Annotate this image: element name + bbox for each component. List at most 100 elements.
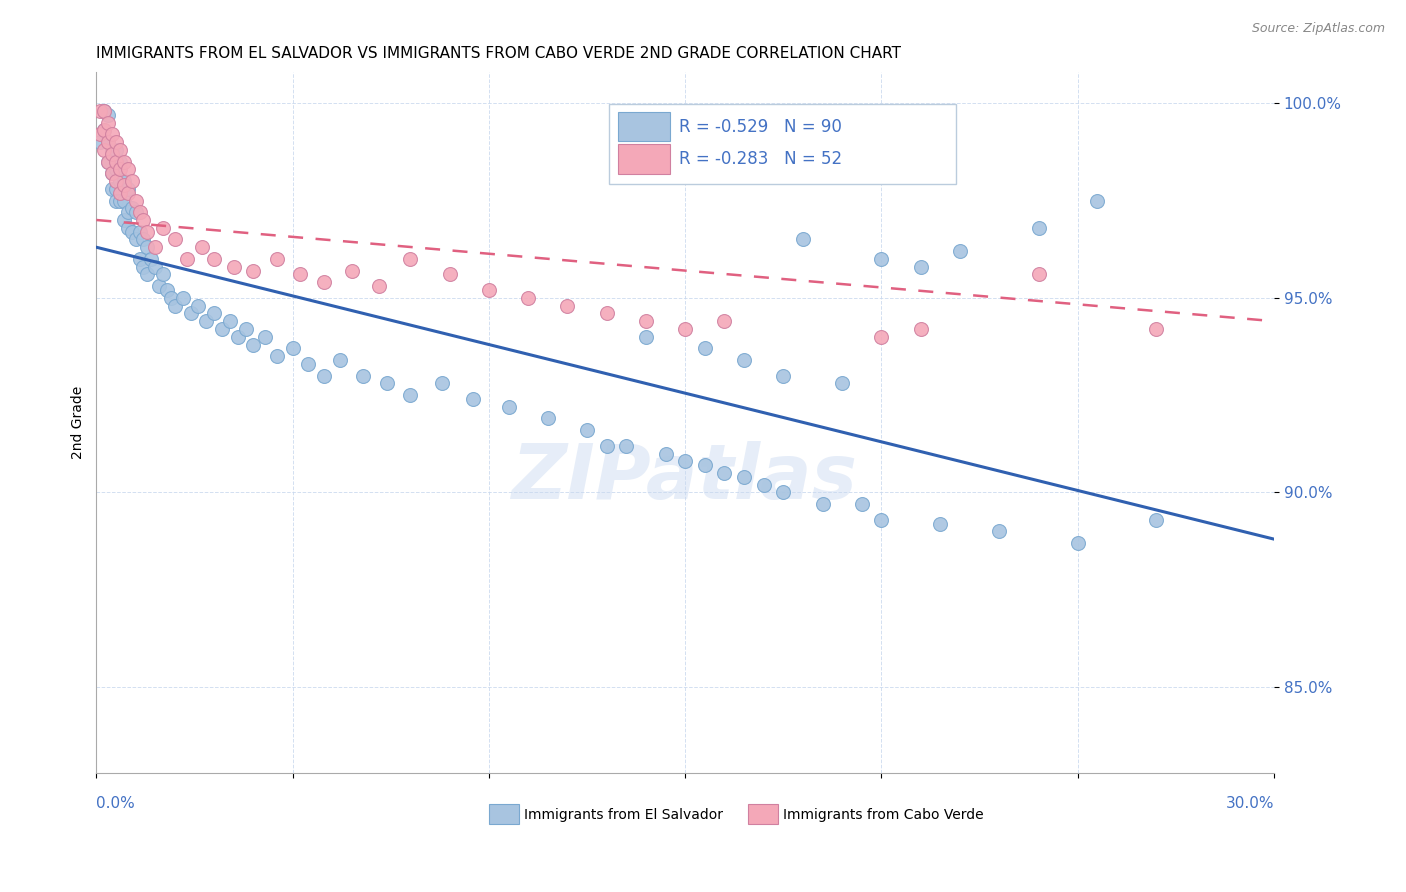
- Point: [792, 232, 814, 246]
- Point: [101, 143, 124, 157]
- Point: [831, 376, 853, 391]
- Point: [988, 524, 1011, 539]
- Point: [242, 337, 264, 351]
- Point: [713, 314, 735, 328]
- Text: R = -0.529   N = 90: R = -0.529 N = 90: [679, 118, 842, 136]
- Point: [634, 314, 657, 328]
- Point: [218, 314, 240, 328]
- Point: [312, 275, 335, 289]
- Point: [108, 162, 131, 177]
- Point: [104, 154, 127, 169]
- Point: [132, 232, 155, 246]
- Point: [910, 322, 932, 336]
- Point: [870, 513, 893, 527]
- Point: [132, 260, 155, 274]
- Point: [104, 182, 127, 196]
- Point: [93, 103, 115, 118]
- Point: [160, 291, 183, 305]
- Point: [517, 291, 540, 305]
- Point: [112, 194, 135, 208]
- Point: [128, 225, 150, 239]
- Point: [693, 458, 716, 473]
- Point: [329, 353, 352, 368]
- Point: [117, 182, 139, 196]
- Text: Source: ZipAtlas.com: Source: ZipAtlas.com: [1251, 22, 1385, 36]
- Point: [949, 244, 972, 259]
- Point: [104, 162, 127, 177]
- Point: [254, 330, 277, 344]
- Point: [97, 154, 120, 169]
- Point: [104, 194, 127, 208]
- Point: [108, 143, 131, 157]
- Point: [576, 423, 599, 437]
- FancyBboxPatch shape: [619, 112, 669, 142]
- Point: [1087, 194, 1109, 208]
- Point: [187, 299, 209, 313]
- Point: [266, 252, 288, 266]
- Point: [136, 225, 159, 239]
- FancyBboxPatch shape: [609, 103, 956, 184]
- Point: [93, 123, 115, 137]
- Point: [673, 322, 696, 336]
- Point: [910, 260, 932, 274]
- Point: [104, 135, 127, 149]
- Point: [108, 186, 131, 200]
- Point: [143, 260, 166, 274]
- Point: [752, 477, 775, 491]
- Point: [1067, 536, 1090, 550]
- Point: [352, 368, 374, 383]
- Point: [163, 232, 186, 246]
- Point: [124, 205, 146, 219]
- Point: [152, 220, 174, 235]
- Point: [117, 186, 139, 200]
- Point: [108, 174, 131, 188]
- Point: [929, 516, 952, 531]
- Point: [772, 485, 794, 500]
- Text: R = -0.283   N = 52: R = -0.283 N = 52: [679, 150, 842, 168]
- Point: [202, 252, 225, 266]
- Point: [117, 162, 139, 177]
- Point: [195, 314, 218, 328]
- Point: [1028, 268, 1050, 282]
- Point: [851, 497, 873, 511]
- Point: [117, 205, 139, 219]
- Text: 0.0%: 0.0%: [97, 796, 135, 811]
- Point: [180, 306, 202, 320]
- Point: [112, 213, 135, 227]
- Point: [93, 143, 115, 157]
- Point: [340, 263, 363, 277]
- Point: [596, 306, 619, 320]
- Point: [148, 279, 170, 293]
- Point: [121, 202, 143, 216]
- Point: [202, 306, 225, 320]
- Text: IMMIGRANTS FROM EL SALVADOR VS IMMIGRANTS FROM CABO VERDE 2ND GRADE CORRELATION : IMMIGRANTS FROM EL SALVADOR VS IMMIGRANT…: [97, 46, 901, 62]
- Point: [693, 342, 716, 356]
- Point: [121, 225, 143, 239]
- Point: [143, 240, 166, 254]
- Point: [176, 252, 198, 266]
- Point: [121, 174, 143, 188]
- Point: [557, 299, 579, 313]
- Point: [141, 252, 163, 266]
- Point: [108, 194, 131, 208]
- Point: [97, 116, 120, 130]
- Point: [152, 268, 174, 282]
- Point: [266, 349, 288, 363]
- Point: [97, 135, 120, 149]
- Point: [498, 400, 520, 414]
- Point: [117, 220, 139, 235]
- FancyBboxPatch shape: [488, 805, 519, 824]
- Point: [97, 154, 120, 169]
- Point: [104, 143, 127, 157]
- Point: [89, 103, 111, 118]
- FancyBboxPatch shape: [619, 145, 669, 174]
- Point: [242, 263, 264, 277]
- Point: [101, 166, 124, 180]
- Text: 30.0%: 30.0%: [1226, 796, 1274, 811]
- Point: [399, 252, 422, 266]
- Point: [104, 174, 127, 188]
- Point: [654, 446, 676, 460]
- Point: [733, 470, 755, 484]
- Y-axis label: 2nd Grade: 2nd Grade: [72, 385, 86, 459]
- Point: [101, 146, 124, 161]
